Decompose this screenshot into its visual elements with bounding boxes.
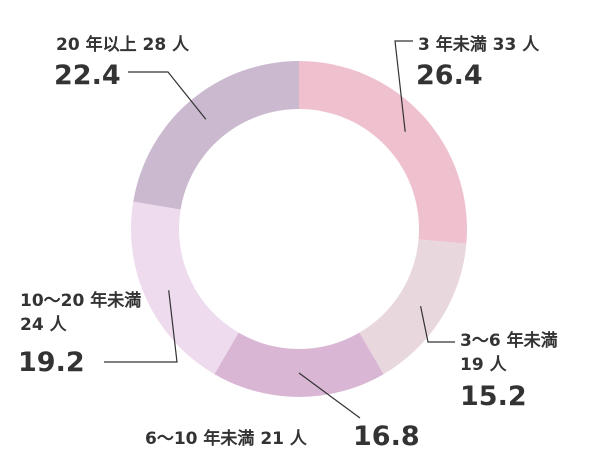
leader-line-20-years-over (128, 71, 207, 120)
slice-value-3-years-under: 26.4 (416, 60, 483, 91)
slice-6-10-years (214, 332, 384, 398)
slice-value-20-years-over: 22.4 (54, 60, 121, 91)
slice-label-6-10-years: 6〜10 年未満 21 人 (145, 428, 308, 449)
slice-3-6-years (359, 239, 467, 375)
slice-label-10-20-years-line1: 10〜20 年未満 (20, 290, 141, 311)
slice-value-10-20-years: 19.2 (18, 347, 85, 378)
slice-label-3-years-under: 3 年未満 33 人 (418, 34, 540, 55)
slice-value-6-10-years: 16.8 (353, 421, 420, 452)
leader-line-10-20-years (104, 290, 178, 363)
leader-lines (104, 40, 455, 419)
donut-slices (131, 61, 467, 398)
slice-label-3-6-years-line1: 3〜6 年未満 (460, 330, 558, 351)
leader-line-3-years-under (394, 40, 413, 132)
slice-label-3-6-years-line2: 19 人 (460, 355, 508, 375)
slice-label-20-years-over: 20 年以上 28 人 (56, 34, 190, 55)
slice-3-years-under (299, 61, 467, 244)
leader-line-6-10-years (298, 372, 361, 419)
slice-label-10-20-years-line2: 24 人 (20, 315, 68, 335)
slice-10-20-years (131, 201, 239, 375)
leader-line-3-6-years (419, 306, 455, 343)
slice-20-years-over (133, 61, 299, 210)
slice-value-3-6-years: 15.2 (460, 381, 527, 412)
